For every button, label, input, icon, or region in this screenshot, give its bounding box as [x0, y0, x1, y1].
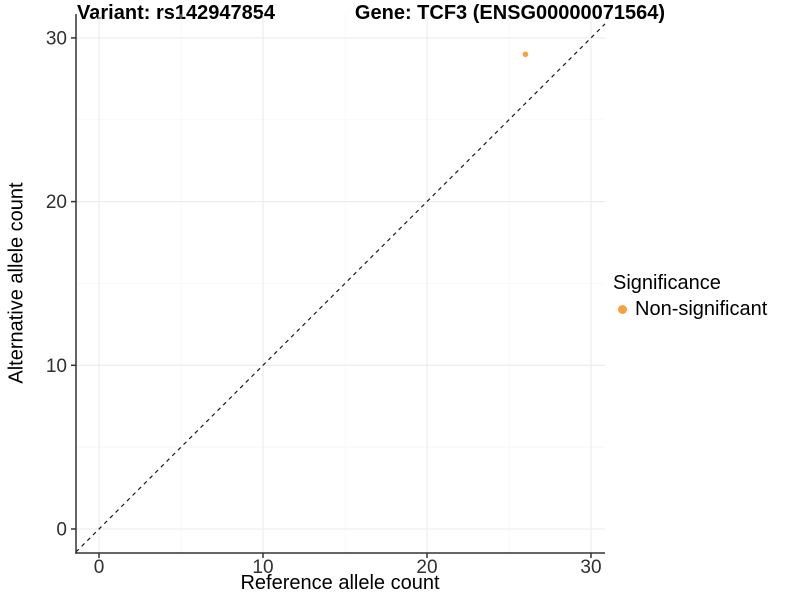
y-tick-label: 20 — [46, 192, 67, 213]
identity-line-group — [75, 23, 606, 553]
legend-point-icon — [617, 305, 627, 314]
y-tick-label: 10 — [46, 356, 67, 377]
y-tick-label: 0 — [56, 520, 67, 541]
x-tick-label: 30 — [580, 557, 601, 578]
data-points — [522, 51, 529, 58]
axis-ticks — [71, 37, 592, 558]
variant-title: Variant: rs142947854 — [77, 2, 275, 24]
tick-labels: 0 10 20 30 0 10 20 30 — [46, 28, 602, 578]
legend-item: Non-significant — [613, 298, 767, 321]
gridlines-major — [76, 14, 605, 553]
identity-dashed-line — [75, 23, 606, 553]
legend: Significance Non-significant — [613, 272, 767, 321]
legend-key — [613, 301, 631, 319]
legend-title: Significance — [613, 272, 721, 294]
x-tick-label: 20 — [416, 557, 437, 578]
x-tick-label: 0 — [94, 557, 105, 578]
y-axis-title: Alternative allele count — [5, 182, 28, 384]
gene-title: Gene: TCF3 (ENSG00000071564) — [354, 2, 666, 24]
x-axis-title: Reference allele count — [240, 572, 440, 594]
data-point — [522, 51, 529, 58]
x-tick-label: 10 — [252, 557, 273, 578]
legend-item-label: Non-significant — [635, 298, 768, 320]
gridlines-minor — [76, 14, 605, 553]
y-tick-label: 30 — [46, 28, 67, 49]
